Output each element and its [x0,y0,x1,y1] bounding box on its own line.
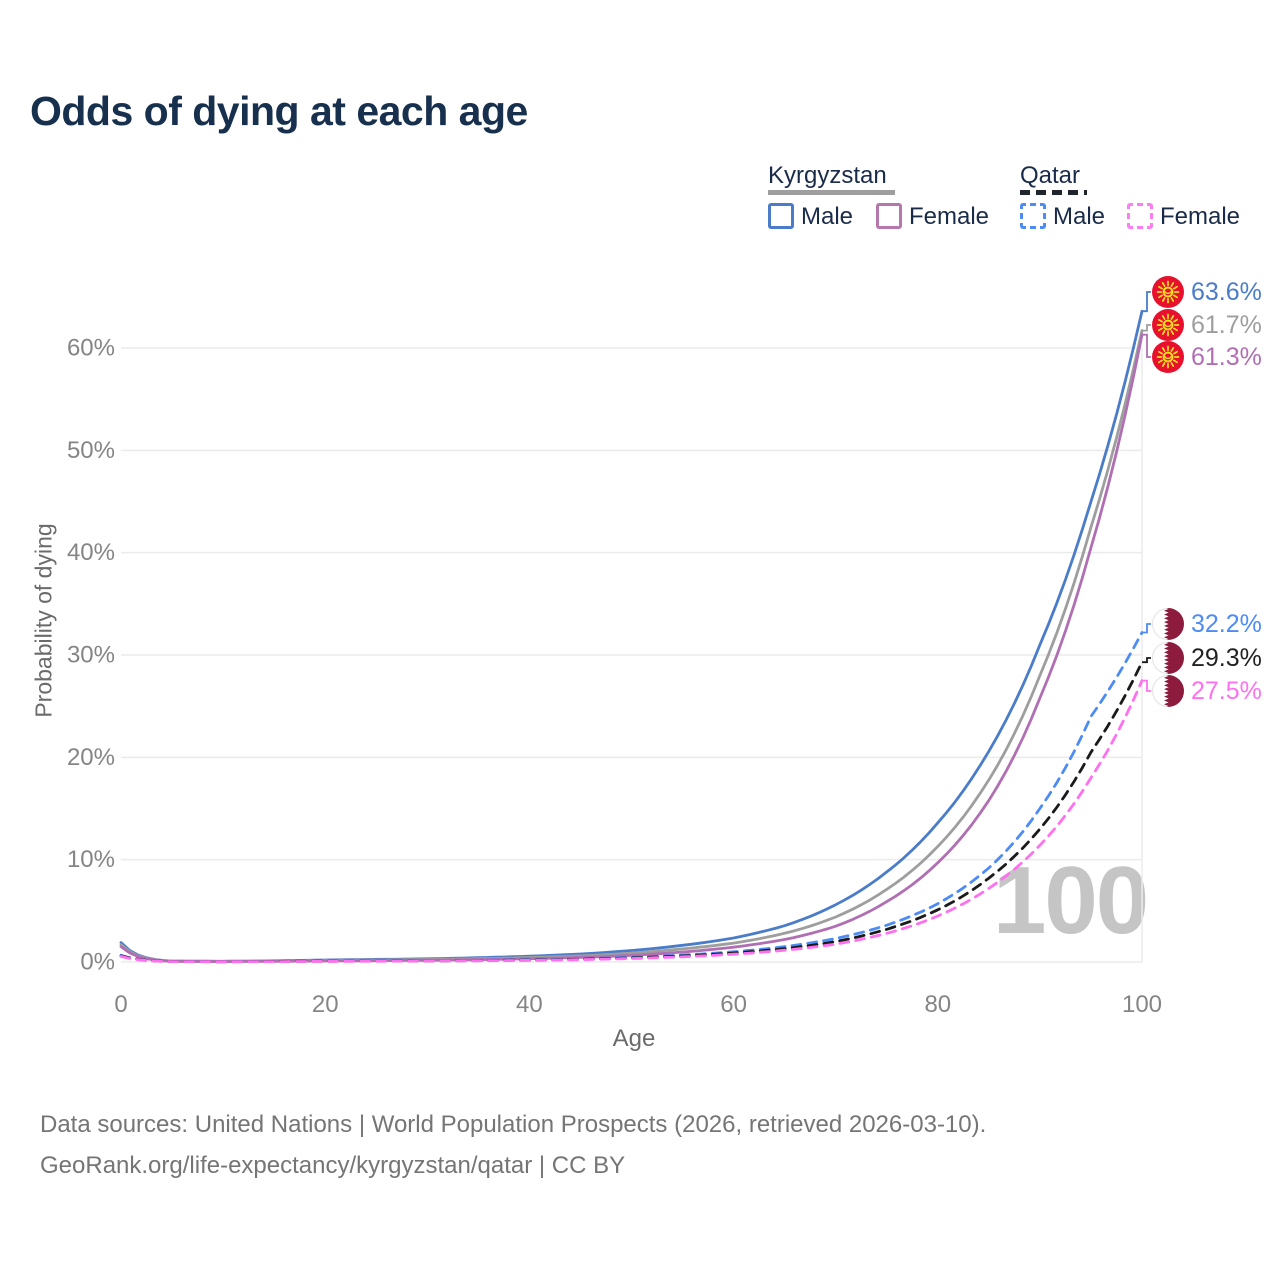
qatar-female-label[interactable]: Female [1160,203,1241,230]
y-axis-title: Probability of dying [30,523,57,718]
end-label-kyrgyzstan-male: 63.6% [1151,275,1262,309]
end-label-connector [1142,291,1151,313]
x-tick-label: 100 [1122,991,1162,1018]
x-tick-label: 20 [312,991,339,1018]
kyrgyzstan-flag-icon [1152,276,1184,308]
end-label-qatar-male: 32.2% [1151,607,1262,641]
x-tick-label: 0 [114,991,127,1018]
qatar-male-label[interactable]: Male [1053,203,1106,230]
footer: Data sources: United Nations | World Pop… [40,1104,986,1186]
qatar-flag-icon [1152,642,1184,674]
end-label-connector [1142,623,1151,634]
y-tick-label: 50% [67,437,115,464]
qatar-flag-icon [1152,608,1184,640]
end-label-qatar-all: 29.3% [1151,641,1262,675]
x-axis-title: Age [612,1025,656,1052]
qatar-line-style-swatch [1020,190,1087,195]
end-label-connector [1142,324,1151,332]
end-value: 29.3% [1191,643,1262,672]
series-line-qatar-male [119,631,1144,963]
x-tick-label: 80 [924,991,951,1018]
y-tick-label: 60% [67,335,115,362]
end-value: 61.3% [1191,342,1262,371]
y-tick-label: 20% [67,744,115,771]
kyrgyzstan-male-label[interactable]: Male [801,203,854,230]
end-value: 27.5% [1191,676,1262,705]
series-line-qatar-all [119,660,1144,964]
y-tick-label: 10% [67,846,115,873]
qatar-flag-icon [1152,675,1184,707]
kyrgyzstan-line-style-swatch [768,190,895,195]
x-tick-label: 60 [720,991,747,1018]
series-line-kyrgyzstan-female [119,333,1144,963]
kyrgyzstan-female-label[interactable]: Female [909,203,990,230]
end-label-connector [1142,679,1151,692]
hover-age-watermark: 100 [993,847,1149,954]
qatar-male-checkbox[interactable] [1020,203,1046,229]
kyrgyzstan-female-checkbox[interactable] [876,203,902,229]
end-value: 63.6% [1191,277,1262,306]
end-value: 61.7% [1191,310,1262,339]
legend-country-kyrgyzstan: Kyrgyzstan [768,162,887,189]
end-label-connector [1142,657,1151,664]
legend-country-qatar: Qatar [1020,162,1081,189]
x-tick-label: 40 [516,991,543,1018]
y-tick-label: 40% [67,539,115,566]
y-tick-label: 30% [67,642,115,669]
footer-data-sources: Data sources: United Nations | World Pop… [40,1111,987,1138]
footer-attribution: GeoRank.org/life-expectancy/kyrgyzstan/q… [40,1152,626,1179]
end-label-qatar-female: 27.5% [1151,674,1262,708]
end-value: 32.2% [1191,609,1262,638]
kyrgyzstan-flag-icon [1152,341,1184,373]
series-line-kyrgyzstan-male [119,309,1144,963]
qatar-female-checkbox[interactable] [1127,203,1153,229]
page-title: Odds of dying at each age [30,88,528,134]
end-label-connector [1142,333,1151,358]
kyrgyzstan-male-checkbox[interactable] [768,203,794,229]
end-label-kyrgyzstan-all: 61.7% [1151,308,1262,342]
series-line-qatar-female [119,679,1144,964]
kyrgyzstan-flag-icon [1152,309,1184,341]
y-tick-label: 0% [80,949,115,976]
end-label-kyrgyzstan-female: 61.3% [1151,340,1262,374]
